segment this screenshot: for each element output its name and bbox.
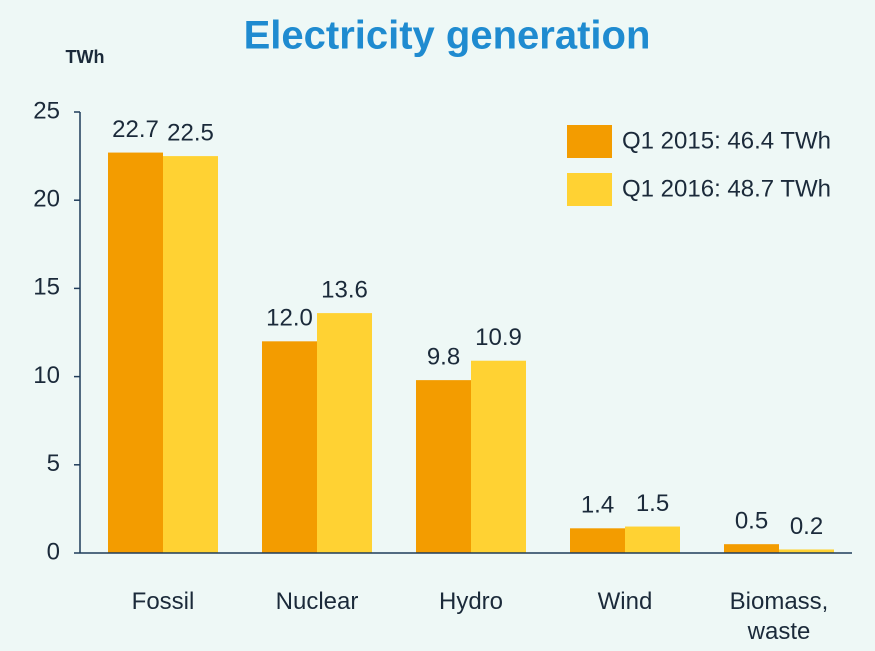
bar — [262, 341, 317, 553]
bar — [724, 544, 779, 553]
chart-title: Electricity generation — [244, 14, 651, 58]
value-label: 0.5 — [735, 508, 768, 535]
legend-label: Q1 2016: 48.7 TWh — [622, 175, 831, 202]
value-label: 10.9 — [475, 324, 522, 351]
x-tick-label-line: Nuclear — [276, 588, 359, 615]
legend-swatch — [567, 125, 612, 158]
bar — [570, 528, 625, 553]
bar — [416, 380, 471, 553]
y-tick-label: 5 — [47, 450, 60, 477]
x-tick-label: Nuclear — [276, 588, 359, 615]
y-tick-label: 15 — [33, 274, 60, 301]
y-tick-label: 20 — [33, 186, 60, 213]
value-label: 0.2 — [790, 513, 823, 540]
value-label: 1.4 — [581, 492, 614, 519]
x-tick-label-line: waste — [747, 618, 811, 645]
value-label: 12.0 — [266, 305, 313, 332]
value-label: 13.6 — [321, 276, 368, 303]
y-tick-label: 25 — [33, 97, 60, 124]
x-tick-label: Wind — [598, 588, 653, 615]
bar — [471, 360, 526, 553]
value-label: 22.5 — [167, 119, 214, 146]
x-tick-label-line: Biomass, — [730, 588, 829, 615]
x-tick-label: Biomass, waste — [730, 588, 829, 645]
x-tick-label: Fossil — [132, 588, 195, 615]
value-label: 9.8 — [427, 343, 460, 370]
bar — [163, 156, 218, 553]
y-tick-label: 10 — [33, 362, 60, 389]
value-label: 1.5 — [636, 490, 669, 517]
y-axis-label: TWh — [66, 47, 105, 67]
bar — [779, 549, 834, 553]
value-label: 22.7 — [112, 116, 159, 143]
legend-swatch — [567, 173, 612, 206]
y-tick-label: 0 — [47, 538, 60, 565]
x-tick-label-line: Wind — [598, 588, 653, 615]
x-tick-label: Hydro — [439, 588, 503, 615]
bar — [625, 526, 680, 553]
legend-label: Q1 2015: 46.4 TWh — [622, 127, 831, 154]
x-tick-label-line: Fossil — [132, 588, 195, 615]
bar — [317, 313, 372, 553]
bar — [108, 152, 163, 553]
x-tick-label-line: Hydro — [439, 588, 503, 615]
